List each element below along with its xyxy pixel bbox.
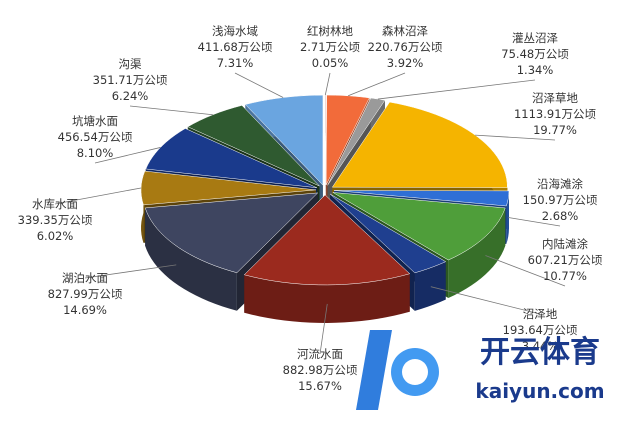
leader-line [319,303,328,355]
percent-label: 6.02% [37,229,74,243]
slice [331,101,508,188]
slice [325,94,370,186]
watermark-domain: kaiyun.com [475,379,604,403]
slice-label: 浅海水域 [212,24,258,38]
slice-rim [414,261,446,311]
slice-label: 坑塘水面 [72,114,118,128]
slice [145,128,318,189]
slice-label: 沿海滩涂 [537,177,583,191]
slice-label: 河流水面 [297,347,343,361]
slice [144,192,319,274]
area-label: 220.76万公顷 [368,40,443,54]
slice-label: 沼泽草地 [532,91,578,105]
slice-label: 森林沼泽 [382,24,428,38]
area-label: 75.48万公顷 [501,47,569,61]
area-label: 193.64万公顷 [503,323,578,337]
area-label: 1113.91万公顷 [514,107,597,121]
slice-label: 沼泽地 [523,307,558,321]
watermark-logo [402,359,428,385]
area-label: 339.35万公顷 [18,213,93,227]
leader-line [324,72,331,96]
percent-label: 3.92% [387,56,424,70]
area-label: 827.99万公顷 [48,287,123,301]
slice-rim [448,207,506,299]
percent-label: 0.05% [312,56,349,70]
leader-line [129,105,213,116]
area-label: 607.21万公顷 [528,253,603,267]
slice [244,94,324,186]
area-label: 150.97万公顷 [523,193,598,207]
percent-label: 19.77% [533,123,577,137]
leader-line [430,286,541,315]
watermark: 开云体育 kaiyun.com [356,330,605,410]
slice-label: 水库水面 [32,197,78,211]
area-label: 2.71万公顷 [300,40,361,54]
leader-line [54,187,142,205]
slice [330,193,447,274]
percent-label: 7.31% [217,56,254,70]
slice [332,192,506,261]
percent-label: 2.68% [542,209,579,223]
slice-label: 红树林地 [307,24,353,38]
percent-label: 14.69% [63,303,107,317]
percent-label: 8.10% [77,146,114,160]
percent-label: 10.77% [543,269,587,283]
area-label: 882.98万公顷 [283,363,358,377]
leader-line [348,72,406,97]
area-label: 351.71万公顷 [93,73,168,87]
slice-label: 湖泊水面 [62,271,108,285]
leader-line [84,264,177,279]
leader-line [377,79,536,100]
watermark-logo [356,330,392,410]
slice-label: 灌丛沼泽 [512,31,558,45]
leader-line [94,147,161,164]
percent-label: 1.34% [517,63,554,77]
leader-line [485,255,566,287]
slice-rim [244,273,410,323]
area-label: 411.68万公顷 [198,40,273,54]
watermark-brand: 开云体育 [480,335,600,370]
slice-label: 内陆滩涂 [542,237,588,251]
percent-label: 15.67% [298,379,342,393]
slice-rim [145,207,237,311]
slice-label: 沟渠 [119,57,142,71]
slice [187,105,320,187]
percent-label: 3.44% [522,339,559,353]
percent-label: 6.24% [112,89,149,103]
leader-line [475,134,556,141]
leader-line [508,217,561,227]
area-label: 456.54万公顷 [58,130,133,144]
slice [243,194,411,286]
leader-line [234,72,284,98]
slice [333,190,510,207]
slice [324,94,326,186]
